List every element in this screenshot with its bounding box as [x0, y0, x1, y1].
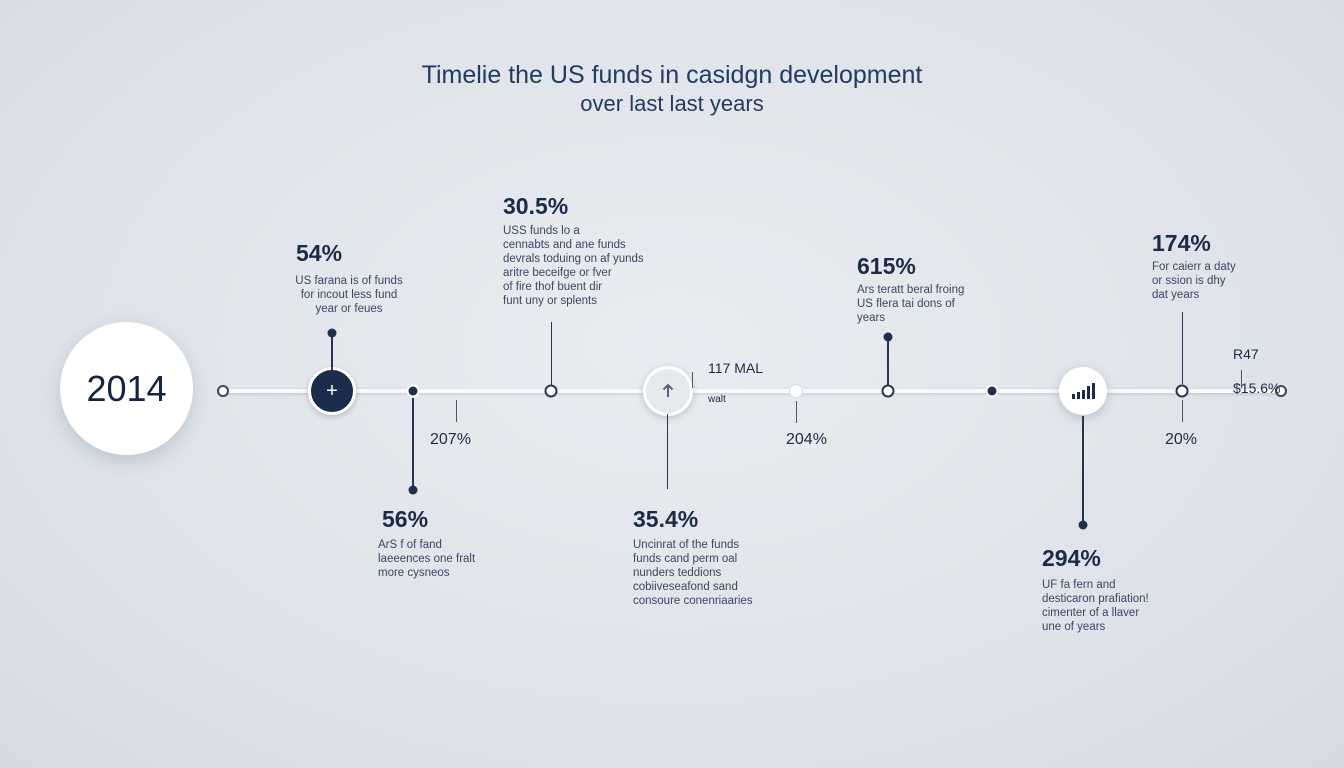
- connector-dot: [408, 485, 418, 495]
- connector-dot: [1078, 520, 1088, 530]
- event-percent: 294%: [1042, 545, 1101, 571]
- timeline-axis: [222, 389, 1282, 393]
- marker-label-2-line1: R47: [1233, 346, 1259, 362]
- timeline-end-node: [1275, 385, 1287, 397]
- event-percent: 35.4%: [633, 506, 699, 532]
- event-percent: 20%: [1165, 431, 1198, 448]
- connector-dot: [883, 332, 893, 342]
- event-description: For caierr a daty or ssion is dhy dat ye…: [1152, 261, 1236, 301]
- marker-label-1-line2: walt: [708, 394, 726, 405]
- tick-mark: [796, 401, 797, 423]
- tick-mark: [692, 372, 693, 388]
- event-description: Ars teratt beral froing US flera tai don…: [857, 284, 965, 324]
- bar-chart-node[interactable]: [1059, 367, 1107, 415]
- connector-line: [667, 414, 668, 489]
- year-label: 2014: [86, 367, 167, 409]
- event-percent: 30.5%: [503, 193, 569, 219]
- bar-chart-icon: [1072, 383, 1095, 399]
- title-line-1: Timelie the US funds in casidgn developm…: [421, 61, 923, 89]
- timeline-start-node: [217, 385, 229, 397]
- connector-line: [1182, 312, 1183, 384]
- marker-label-2: R47 $15.6%: [1233, 329, 1280, 414]
- plus-icon: +: [326, 380, 338, 402]
- event-description: ArS f of fand laeeences one fralt more c…: [378, 539, 476, 579]
- event-description: US farana is of funds for incout less fu…: [295, 275, 403, 315]
- event-percent: 174%: [1152, 230, 1211, 256]
- marker-label-2-line2: $15.6%: [1233, 380, 1281, 396]
- arrow-node[interactable]: [643, 366, 693, 416]
- connector-line: [551, 322, 552, 385]
- connector-dot: [327, 328, 337, 338]
- marker-label-1: 117 MAL walt: [708, 343, 763, 422]
- event-percent: 204%: [786, 431, 827, 448]
- event-percent: 54%: [296, 240, 343, 266]
- timeline-node: [789, 384, 803, 398]
- connector-line: [331, 337, 333, 371]
- tick-mark: [1182, 400, 1183, 422]
- timeline-node: [985, 384, 999, 398]
- timeline-node: [406, 384, 420, 398]
- event-description: Uncinrat of the funds funds cand perm oa…: [633, 539, 753, 607]
- event-percent: 615%: [857, 253, 916, 279]
- timeline-node: [544, 384, 558, 398]
- marker-label-1-line1: 117 MAL: [708, 360, 763, 376]
- event-description: USS funds lo a cennabts and ane funds de…: [503, 225, 644, 307]
- event-percent: 56%: [382, 506, 429, 532]
- year-badge: 2014: [60, 322, 193, 455]
- plus-node[interactable]: +: [308, 367, 356, 415]
- event-description: UF fa fern and desticaron prafiation! ci…: [1042, 579, 1149, 633]
- timeline-node: [881, 384, 895, 398]
- arrow-up-icon: [662, 383, 674, 397]
- tick-mark: [456, 400, 457, 422]
- title-line-2: over last last years: [580, 91, 764, 116]
- tick-mark: [1241, 370, 1242, 388]
- timeline-node: [1175, 384, 1189, 398]
- event-percent: 207%: [430, 431, 471, 448]
- connector-line: [887, 340, 889, 385]
- connector-line: [1082, 416, 1084, 522]
- connector-line: [412, 398, 414, 488]
